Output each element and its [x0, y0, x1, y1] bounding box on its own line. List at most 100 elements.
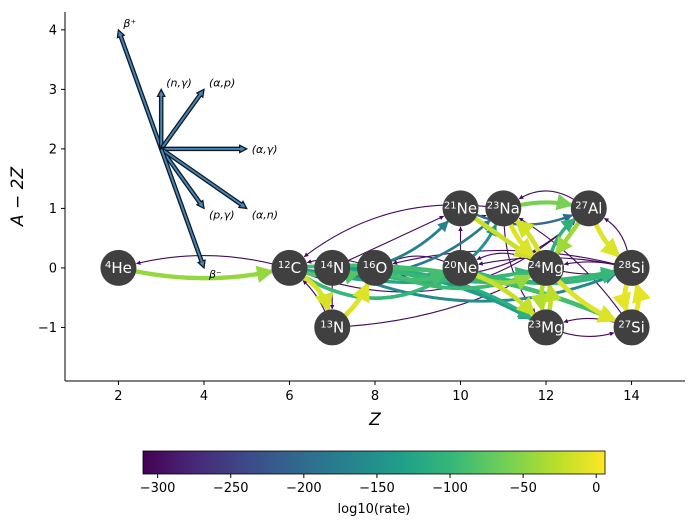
rate-link-al27-si28: [593, 221, 621, 258]
rate-link-n14-ne21: [347, 215, 445, 262]
nucleus-label: 4He: [105, 259, 132, 277]
rate-link-ne20-na23: [471, 223, 497, 258]
nucleus-label: 28Si: [618, 259, 644, 277]
x-tick-label: 6: [285, 389, 293, 404]
nucleus-circle: [271, 249, 308, 286]
colorbar-tick-label: −200: [286, 481, 322, 496]
nucleus-mg23: 23Mg: [528, 309, 565, 346]
colorbar-label: log10(rate): [338, 502, 411, 517]
colorbar-tick-label: −150: [359, 481, 395, 496]
rate-link-ne20-mg23: [473, 272, 536, 317]
rate-link-na23-mg24: [507, 221, 535, 258]
legend-arrow-label: (α,n): [252, 208, 278, 221]
colorbar-gradient: [142, 450, 606, 475]
legend-arrow-label: β⁺: [122, 17, 136, 30]
nucleus-circle: [357, 249, 393, 286]
rate-link-mg24-al27: [549, 218, 576, 254]
colorbar-tick-label: 0: [592, 481, 600, 496]
legend-arrow: [156, 87, 166, 150]
legend-arrow: [159, 146, 248, 210]
legend-arrow: [158, 147, 206, 270]
nucleus-circle: [442, 190, 479, 227]
rate-link-n14-si28: [346, 272, 617, 303]
nucleus-circle: [528, 309, 565, 346]
nucleus-circle: [442, 249, 479, 286]
nucleus-label: 23Na: [487, 199, 520, 217]
colorbar-tick-label: −300: [140, 481, 176, 496]
nucleus-circle: [314, 309, 351, 346]
rate-link-o16-ne20: [388, 272, 446, 287]
legend-arrow: [160, 144, 249, 154]
legend-arrow-label: (α,γ): [252, 143, 278, 156]
rate-link-na23-al27: [517, 193, 574, 211]
legend-arrow-label: (p,γ): [209, 208, 235, 221]
y-tick-label: 0: [49, 261, 57, 276]
legend-arrow-label: β⁻: [208, 268, 222, 281]
rate-type-legend: β⁺ (n,γ) (α,p) (α,γ) (p,γ) (α,n) β⁻: [116, 17, 278, 281]
y-tick-label: 3: [49, 83, 57, 98]
nucleus-al27: 27Al: [570, 190, 607, 227]
nucleus-label: 20Ne: [444, 259, 477, 277]
nucleus-label: 12C: [278, 259, 301, 277]
rate-link-si28-si27: [612, 281, 631, 313]
x-tick-label: 2: [114, 389, 122, 404]
nucleus-o16: 16O: [357, 249, 393, 286]
rate-link-si27-si28: [632, 282, 651, 314]
nucleus-label: 27Si: [618, 318, 644, 336]
rate-link-mg23-si27: [561, 331, 615, 338]
nucleus-circle: [570, 190, 607, 227]
y-tick-label: 4: [49, 23, 57, 38]
x-tick-label: 4: [200, 389, 208, 404]
nucleus-ne21: 21Ne: [442, 190, 479, 227]
x-tick-label: 10: [452, 389, 469, 404]
rate-link-si28-al27: [604, 218, 629, 252]
nucleus-circle: [100, 249, 137, 286]
nucleus-label: 24Mg: [528, 259, 563, 277]
nucleus-label: 21Ne: [444, 199, 477, 217]
legend-arrow: [158, 88, 205, 151]
x-tick-label: 14: [623, 389, 640, 404]
nuclei: 4He 12C 13N 14N 16O 20Ne 21Ne 23Na 23Mg 24Mg 27Al 2…: [100, 190, 650, 346]
rate-link-mg24-na23: [514, 218, 542, 255]
nucleus-circle: [613, 249, 650, 286]
nucleus-label: 23Mg: [528, 318, 563, 336]
nucleus-circle: [528, 249, 565, 286]
rate-link-si28-o16: [392, 249, 616, 265]
nucleus-c12: 12C: [271, 249, 308, 286]
x-axis-label: Z: [368, 410, 381, 430]
rate-link-al27-mg24: [554, 219, 582, 256]
nucleus-na23: 23Na: [485, 190, 522, 227]
colorbar: −300 −250 −200 −150 −100 −50 0: [140, 450, 606, 496]
rate-link-mg24-si27: [555, 277, 618, 323]
rate-link-al27-na23: [518, 190, 575, 201]
nucleus-label: 14N: [320, 259, 344, 277]
rate-link-c12-n13: [301, 274, 334, 313]
nucleus-si27: 27Si: [613, 309, 650, 346]
rate-link-mg23-mg24: [543, 282, 562, 314]
nucleus-ne20: 20Ne: [442, 249, 479, 286]
rate-link-n13-o16: [342, 281, 370, 319]
legend-arrow-label: (n,γ): [166, 76, 192, 89]
nucleus-circle: [485, 190, 522, 227]
x-tick-label: 12: [538, 389, 555, 404]
x-tick-label: 8: [371, 389, 379, 404]
y-tick-label: 1: [49, 202, 57, 217]
rate-link-c12-he4: [136, 255, 274, 265]
nucleus-n13: 13N: [314, 309, 351, 346]
nucleus-si28: 28Si: [613, 249, 650, 286]
rate-link-he4-c12: [132, 265, 275, 283]
rate-link-mg24-mg23: [530, 282, 549, 313]
nucleus-label: 13N: [320, 318, 344, 336]
legend-arrow-label: (α,p): [209, 76, 235, 89]
colorbar-tick-label: −50: [509, 481, 536, 496]
colorbar-tick-label: −100: [432, 481, 468, 496]
legend-arrow: [116, 28, 164, 151]
nucleus-he4: 4He: [100, 249, 137, 286]
nucleus-n14: 14N: [314, 249, 351, 286]
nucleus-label: 27Al: [575, 199, 602, 217]
y-axis-label: A − 2Z: [8, 167, 28, 227]
nucleus-label: 16O: [363, 259, 388, 277]
nucleus-circle: [613, 309, 650, 346]
